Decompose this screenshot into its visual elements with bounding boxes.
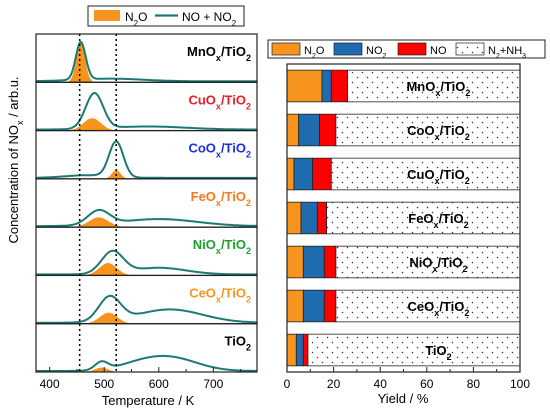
left-x-axis-label: Temperature / K [102, 393, 195, 408]
bar-category-label: CoOx/TiO2 [407, 123, 470, 142]
bar-category-label: FeOx/TiO2 [408, 211, 468, 230]
panel-label: CoOx/TiO2 [188, 141, 251, 160]
n2o-area [36, 118, 257, 131]
bar-segment [302, 289, 325, 323]
panel-label: CuOx/TiO2 [188, 92, 251, 111]
x-tick-label: 700 [203, 377, 223, 391]
nox-line [36, 294, 257, 324]
x-tick-label: 60 [420, 377, 434, 391]
nox-line [36, 40, 257, 83]
x-tick-label: 100 [510, 377, 530, 391]
bar-segment [302, 333, 309, 367]
bar-segment [295, 333, 304, 367]
bar-segment [286, 245, 304, 279]
legend-swatch-no [397, 42, 427, 56]
bar-segment [347, 69, 521, 103]
left-y-axis-label: Concentration of NOx / arb.u. [6, 76, 25, 243]
bar-segment [323, 245, 337, 279]
bar-segment [298, 113, 321, 147]
left-legend: N2O NO + NO2 [87, 5, 245, 28]
bar-category-label: NiOx/TiO2 [409, 255, 467, 274]
bar-segment [312, 157, 332, 191]
bar-segment [335, 113, 521, 147]
panel-label: FeOx/TiO2 [191, 189, 251, 208]
nox-line [36, 249, 257, 276]
bar-category-label: TiO2 [425, 343, 451, 362]
n2o-area [36, 217, 257, 228]
n2o-area [36, 42, 257, 83]
nox-line [36, 140, 257, 179]
x-tick-label: 600 [149, 377, 169, 391]
legend-label-no2: NO2 [366, 45, 387, 60]
bar-segment [335, 289, 521, 323]
x-tick-label: 20 [327, 377, 341, 391]
bar-segment [293, 157, 314, 191]
bar-segment [286, 333, 297, 367]
x-tick-label: 40 [374, 377, 388, 391]
bar-segment [323, 289, 337, 323]
panel-frame [35, 323, 258, 373]
tpd-panels: MnOx/TiO2 CuOx/TiO2 CoOx/TiO2 FeOx/TiO2 NiOx… [35, 33, 258, 391]
yield-bars: MnOx/TiO2 CoOx/TiO2 CuOx/TiO2 FeOx/TiO2 NiOx… [284, 63, 530, 391]
bar-segment [286, 201, 302, 235]
bar-segment [330, 69, 348, 103]
panel-label: NiOx/TiO2 [193, 237, 251, 256]
x-tick-label: 0 [284, 377, 291, 391]
bar-segment [330, 157, 521, 191]
x-tick-label: 80 [467, 377, 481, 391]
legend-swatch-n2o [271, 42, 301, 56]
bar-category-label: CeOx/TiO2 [408, 299, 470, 318]
panel-label: CeOx/TiO2 [189, 285, 251, 304]
bar-segment [321, 69, 332, 103]
nox-legend-label: NO + NO2 [182, 10, 237, 28]
legend-label-no: NO [430, 45, 447, 57]
nox-line [36, 91, 257, 131]
x-tick-label: 500 [94, 377, 114, 391]
panel-label: TiO2 [225, 334, 251, 353]
bar-segment [286, 157, 295, 191]
legend-swatch-n2-nh3 [455, 42, 485, 56]
bar-segment [286, 113, 300, 147]
legend-swatch-no2 [333, 42, 363, 56]
nox-line [36, 208, 257, 228]
panel-label: MnOx/TiO2 [187, 44, 251, 63]
bar-segment [335, 245, 521, 279]
x-tick-label: 400 [40, 377, 60, 391]
bar-segment [300, 201, 318, 235]
bar-segment [316, 201, 328, 235]
bar-segment [319, 113, 337, 147]
bar-segment [286, 289, 304, 323]
legend-label-n2o: N2O [304, 45, 325, 60]
nox-line [36, 354, 257, 372]
bar-category-label: CuOx/TiO2 [407, 167, 470, 186]
bar-segment [302, 245, 325, 279]
bar-category-label: MnOx/TiO2 [406, 79, 470, 98]
bar-segment [286, 69, 323, 103]
n2o-legend-label: N2O [125, 10, 147, 28]
right-legend: N2O NO2 NO N2+NH3 [267, 39, 546, 60]
right-x-axis-label: Yield / % [378, 391, 429, 406]
bar-segment [307, 333, 521, 367]
n2o-area [36, 367, 257, 372]
n2o-legend-swatch [94, 10, 120, 21]
